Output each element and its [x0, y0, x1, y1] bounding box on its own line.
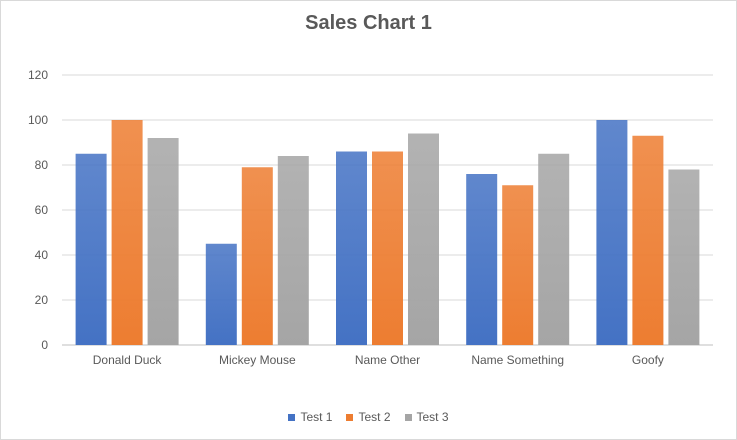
- legend-swatch: [346, 413, 354, 421]
- x-tick-label: Name Other: [355, 353, 420, 367]
- bar-test-2-goofy: [632, 135, 664, 345]
- x-tick-label: Goofy: [632, 353, 664, 367]
- bar-test-2-name-something: [502, 185, 534, 345]
- x-tick-label: Donald Duck: [93, 353, 163, 367]
- y-tick-label: 40: [35, 248, 49, 262]
- x-tick-label: Name Something: [471, 353, 564, 367]
- x-tick-label: Mickey Mouse: [219, 353, 296, 367]
- y-tick-label: 80: [35, 158, 49, 172]
- legend-item-test2: Test 2: [346, 410, 391, 424]
- legend: Test 1 Test 2 Test 3: [0, 410, 737, 424]
- bar-test-3-name-other: [408, 133, 439, 345]
- bar-test-1-name-other: [336, 151, 367, 345]
- y-tick-label: 100: [28, 113, 48, 127]
- legend-label: Test 3: [416, 410, 449, 424]
- bar-test-2-name-other: [372, 151, 403, 345]
- bar-test-2-donald-duck: [111, 120, 143, 345]
- bar-test-3-mickey-mouse: [277, 156, 309, 345]
- bar-test-3-name-something: [538, 153, 570, 345]
- legend-label: Test 1: [300, 410, 333, 424]
- bar-test-1-goofy: [596, 120, 628, 345]
- y-tick-label: 20: [35, 293, 49, 307]
- bar-test-3-donald-duck: [147, 138, 179, 345]
- legend-label: Test 2: [358, 410, 391, 424]
- legend-swatch: [404, 413, 412, 421]
- bar-test-2-mickey-mouse: [241, 167, 273, 345]
- y-tick-label: 0: [41, 338, 48, 352]
- bar-test-3-goofy: [668, 169, 700, 345]
- y-tick-label: 60: [35, 203, 49, 217]
- legend-item-test1: Test 1: [288, 410, 332, 424]
- bar-test-1-mickey-mouse: [205, 243, 237, 345]
- bar-test-1-donald-duck: [75, 153, 107, 345]
- bar-test-1-name-something: [466, 174, 498, 345]
- legend-swatch: [288, 413, 296, 421]
- legend-item-test3: Test 3: [404, 410, 449, 424]
- y-tick-label: 120: [28, 68, 48, 82]
- chart-title: Sales Chart 1: [305, 12, 432, 34]
